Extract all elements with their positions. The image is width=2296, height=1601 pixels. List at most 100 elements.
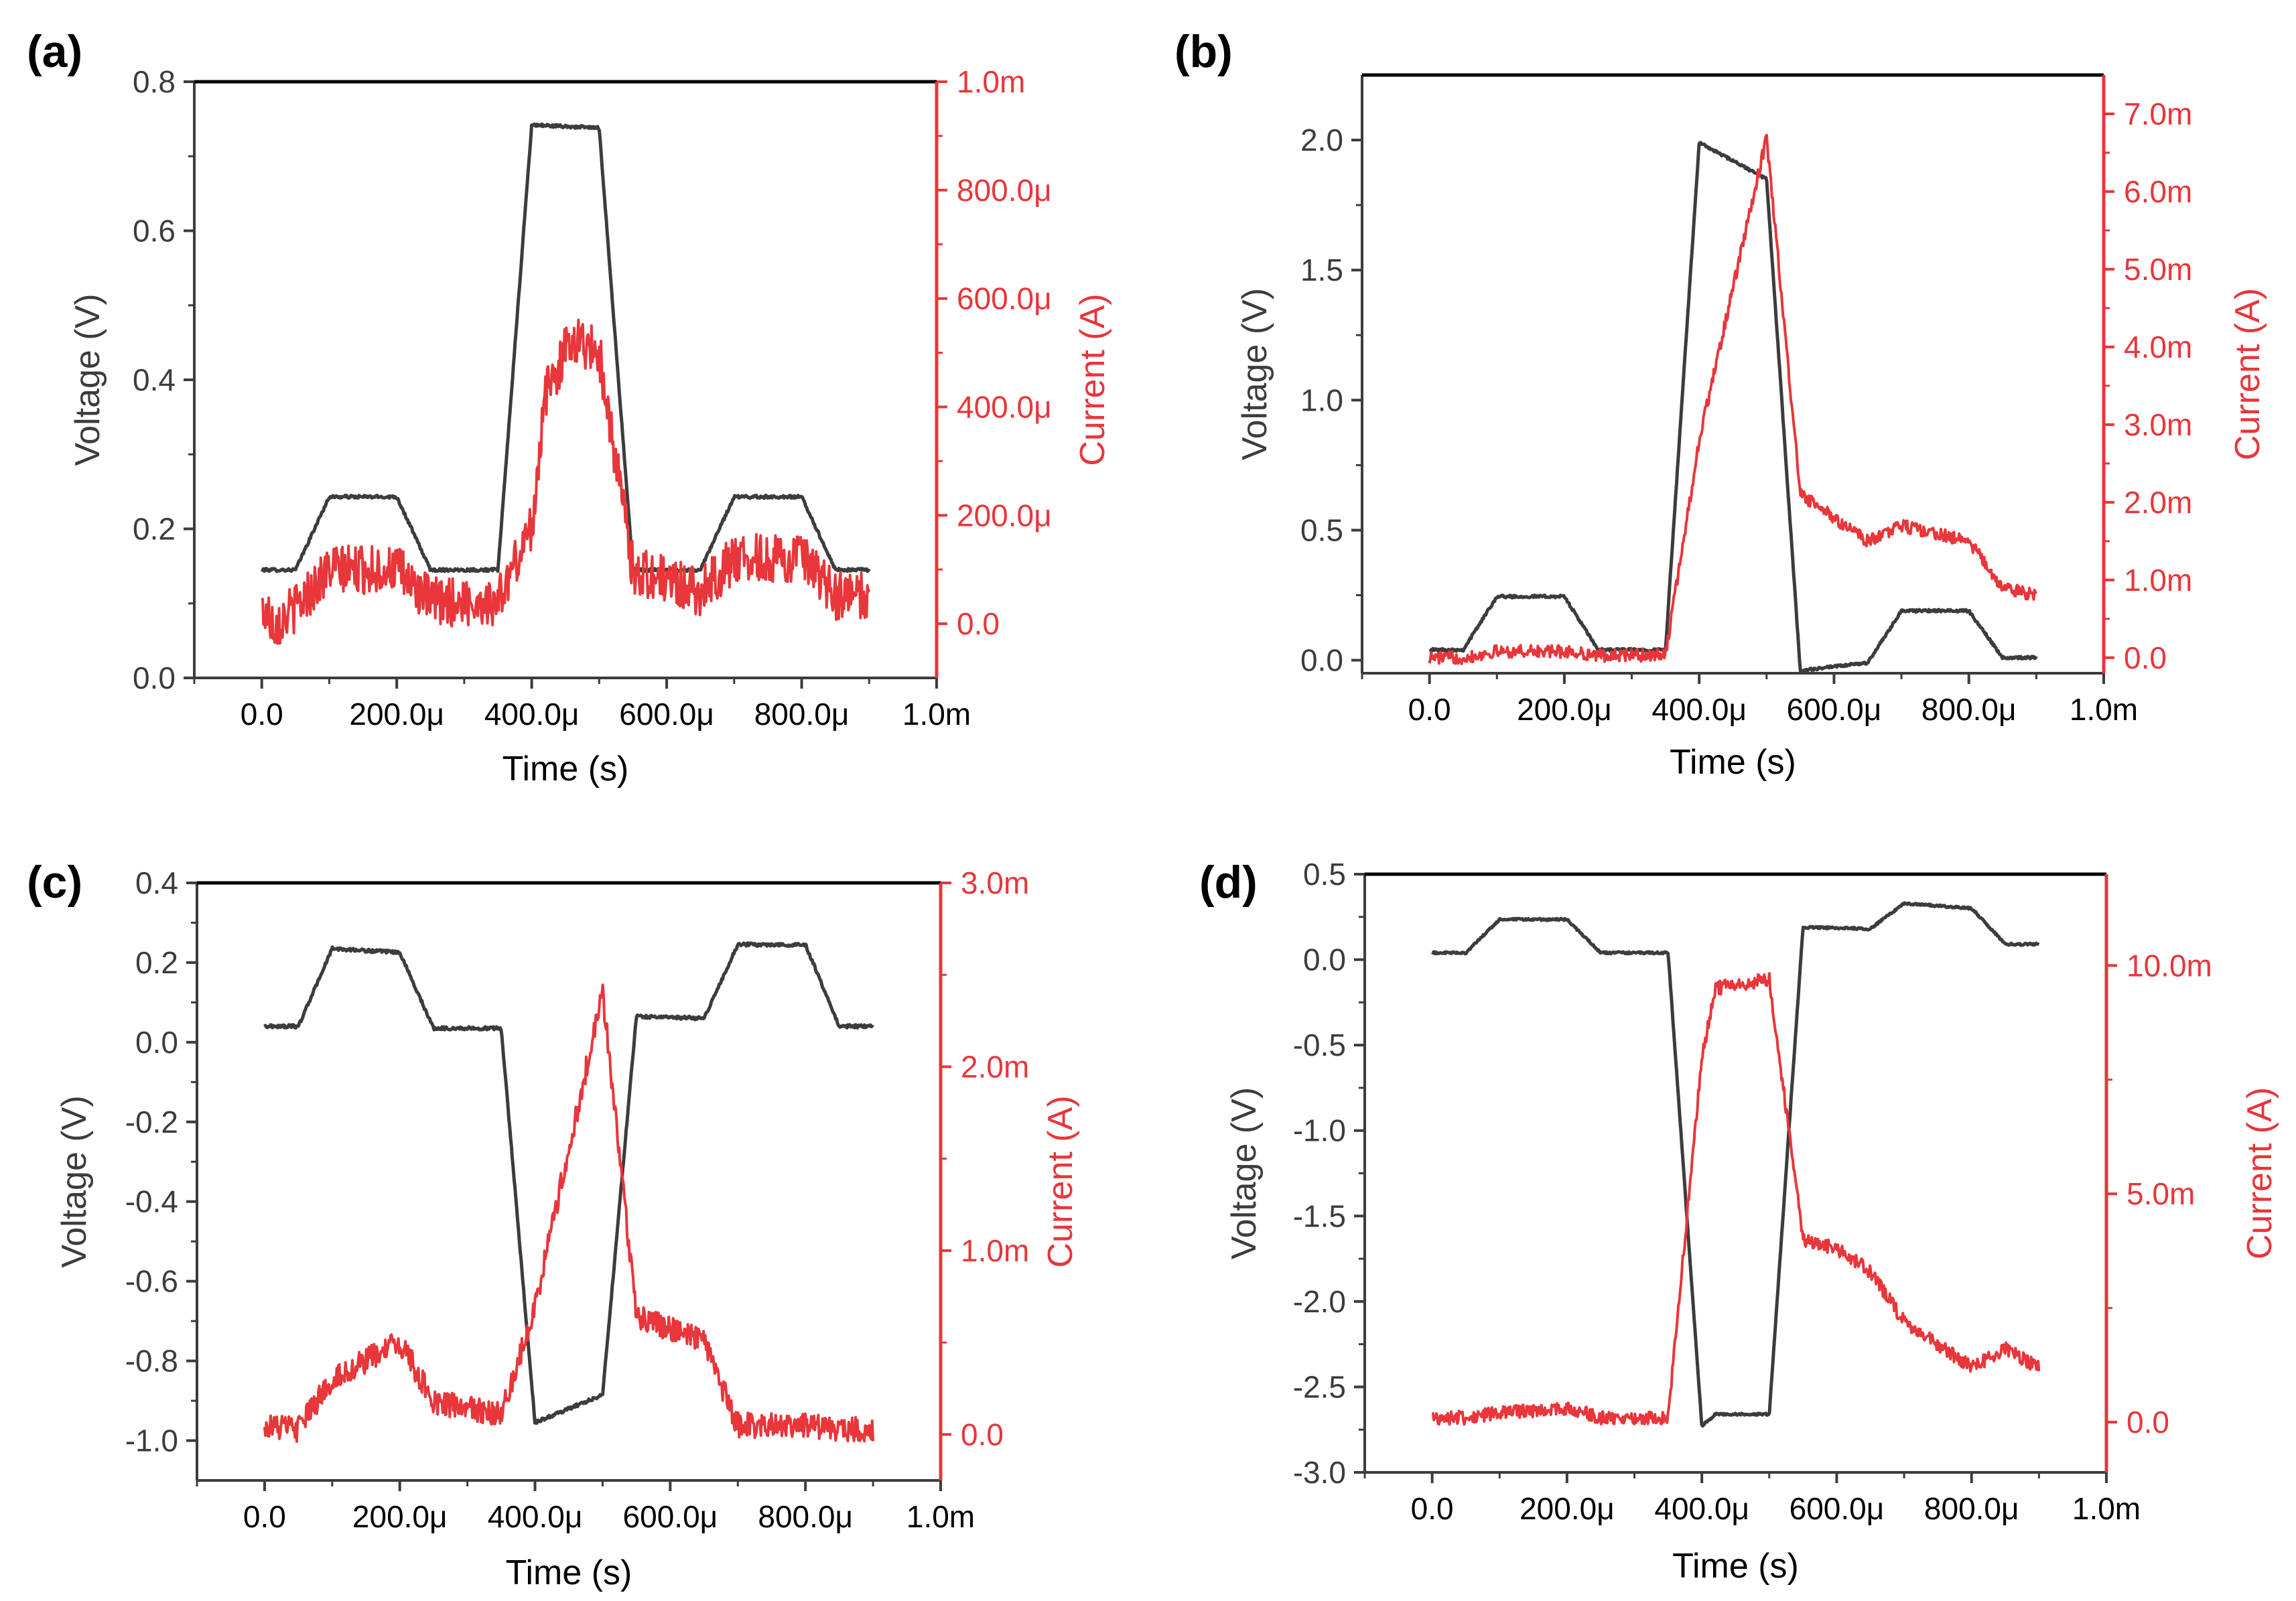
y-right-tick-label: 3.0m — [2124, 407, 2192, 442]
y-left-axis-title: Voltage (V) — [1225, 1087, 1264, 1259]
voltage-series-line — [1430, 901, 2040, 1428]
y-right-tick-label: 6.0m — [2124, 174, 2192, 209]
y-left-tick-label: -0.6 — [125, 1264, 178, 1299]
x-tick-label: 600.0μ — [1787, 692, 1882, 727]
current-series-line — [1428, 133, 2038, 665]
y-right-tick-label: 2.0m — [2124, 485, 2192, 520]
y-left-axis-title: Voltage (V) — [55, 1095, 94, 1267]
x-tick-label: 1.0m — [2072, 1491, 2141, 1526]
x-tick-label: 800.0μ — [754, 697, 850, 732]
y-right-tick-label: 200.0μ — [957, 498, 1052, 533]
y-right-axis-title: Current (A) — [2240, 1087, 2279, 1259]
x-tick-label: 0.0 — [241, 697, 283, 732]
y-right-tick-label: 2.0m — [961, 1049, 1029, 1084]
y-right-tick-label: 5.0m — [2126, 1176, 2195, 1211]
y-right-tick-label: 800.0μ — [957, 173, 1052, 208]
x-tick-label: 400.0μ — [1651, 692, 1747, 727]
y-left-tick-label: 0.0 — [135, 1025, 178, 1060]
x-axis-title: Time (s) — [502, 750, 629, 788]
x-axis-title: Time (s) — [1670, 743, 1796, 782]
x-tick-label: 800.0μ — [758, 1499, 853, 1534]
y-left-axis-title: Voltage (V) — [1235, 288, 1274, 460]
y-right-tick-label: 1.0m — [961, 1233, 1029, 1268]
y-left-tick-label: 0.2 — [133, 512, 176, 547]
y-right-axis-title: Current (A) — [1041, 1095, 1080, 1267]
panel-d: (d) 0.0 200.0μ 400.0μ 600.0μ 800.0μ 1.0m -3.0 -2… — [1199, 857, 2279, 1586]
x-tick-label: 400.0μ — [484, 697, 580, 732]
x-tick-label: 200.0μ — [1517, 692, 1612, 727]
y-right-tick-label: 7.0m — [2124, 96, 2192, 131]
y-left-tick-label: 0.2 — [135, 945, 178, 980]
current-series-line — [263, 983, 875, 1443]
voltage-series-line — [260, 122, 871, 573]
y-left-tick-label: 0.8 — [133, 64, 176, 99]
x-tick-label: 200.0μ — [349, 697, 444, 732]
x-tick-label: 800.0μ — [1924, 1491, 2019, 1526]
x-tick-label: 800.0μ — [1921, 692, 2017, 727]
y-left-tick-label: -3.0 — [1293, 1455, 1346, 1490]
x-tick-label: 0.0 — [1411, 1491, 1454, 1526]
y-left-tick-label: 1.0 — [1300, 382, 1343, 417]
x-tick-label: 400.0μ — [488, 1499, 583, 1534]
x-tick-label: 600.0μ — [623, 1499, 718, 1534]
x-tick-label: 1.0m — [902, 697, 971, 732]
y-left-tick-label: 2.0 — [1300, 123, 1343, 157]
y-right-tick-label: 10.0m — [2126, 948, 2212, 983]
x-tick-label: 1.0m — [906, 1499, 975, 1534]
voltage-series-line — [1428, 141, 2038, 673]
y-right-tick-label: 1.0m — [957, 64, 1025, 99]
y-left-tick-label: -2.0 — [1293, 1284, 1346, 1319]
y-left-tick-label: -1.0 — [125, 1423, 178, 1458]
y-left-tick-label: 0.0 — [1300, 643, 1343, 678]
y-right-tick-label: 5.0m — [2124, 252, 2192, 287]
y-left-tick-label: 0.0 — [133, 660, 176, 695]
x-axis-title: Time (s) — [506, 1553, 632, 1592]
y-left-tick-label: 1.5 — [1300, 253, 1343, 287]
panel-label: (d) — [1199, 857, 1258, 908]
y-right-tick-label: 1.0m — [2124, 563, 2192, 598]
voltage-series-line — [263, 941, 874, 1425]
x-axis-title: Time (s) — [1672, 1547, 1799, 1586]
x-tick-label: 0.0 — [1408, 692, 1451, 727]
x-tick-label: 400.0μ — [1654, 1491, 1749, 1526]
x-tick-label: 600.0μ — [1789, 1491, 1885, 1526]
y-left-tick-label: -0.8 — [125, 1344, 178, 1379]
y-left-tick-label: -0.5 — [1293, 1028, 1346, 1062]
panel-b: (b) 0.0 200.0μ 400.0μ 600.0μ 800.0μ 1.0m 0.0 0.5… — [1174, 26, 2267, 782]
y-left-tick-label: 0.4 — [135, 865, 178, 900]
x-tick-label: 1.0m — [2070, 692, 2138, 727]
y-left-tick-label: 0.5 — [1300, 512, 1343, 547]
panel-label: (b) — [1174, 26, 1233, 77]
y-right-axis-title: Current (A) — [2228, 288, 2267, 460]
x-tick-label: 600.0μ — [619, 697, 714, 732]
y-right-tick-label: 400.0μ — [957, 389, 1052, 424]
panel-a: (a) 0.0 200.0μ 400.0μ 600.0μ 800.0μ 1.0m 0.0 0.2… — [27, 26, 1112, 788]
current-series-line — [261, 318, 871, 645]
y-right-axis-title: Current (A) — [1073, 293, 1112, 466]
y-right-tick-label: 600.0μ — [957, 281, 1052, 316]
panel-label: (a) — [27, 26, 82, 77]
y-left-tick-label: -0.4 — [125, 1184, 178, 1219]
y-left-tick-label: -1.0 — [1293, 1113, 1346, 1148]
y-left-tick-label: 0.4 — [133, 362, 176, 397]
y-right-tick-label: 0.0 — [961, 1417, 1004, 1452]
y-left-tick-label: 0.5 — [1303, 857, 1346, 892]
y-left-tick-label: -0.2 — [125, 1105, 178, 1139]
y-right-tick-label: 3.0m — [961, 865, 1029, 900]
y-right-tick-label: 4.0m — [2124, 330, 2192, 364]
x-tick-label: 0.0 — [243, 1499, 286, 1534]
x-tick-label: 200.0μ — [1520, 1491, 1615, 1526]
y-left-tick-label: 0.6 — [133, 214, 176, 249]
current-series-line — [1431, 972, 2041, 1426]
y-left-axis-title: Voltage (V) — [68, 293, 107, 466]
y-left-tick-label: -1.5 — [1293, 1198, 1346, 1233]
panel-label: (c) — [27, 857, 82, 908]
y-left-tick-label: -2.5 — [1293, 1369, 1346, 1404]
y-right-tick-label: 0.0 — [957, 606, 1000, 641]
y-right-tick-label: 0.0 — [2124, 640, 2167, 675]
y-right-tick-label: 0.0 — [2126, 1405, 2169, 1440]
x-tick-label: 200.0μ — [352, 1499, 448, 1534]
y-left-tick-label: 0.0 — [1303, 943, 1346, 977]
panel-c: (c) 0.0 200.0μ 400.0μ 600.0μ 800.0μ 1.0m -1.0 -0… — [27, 857, 1080, 1592]
